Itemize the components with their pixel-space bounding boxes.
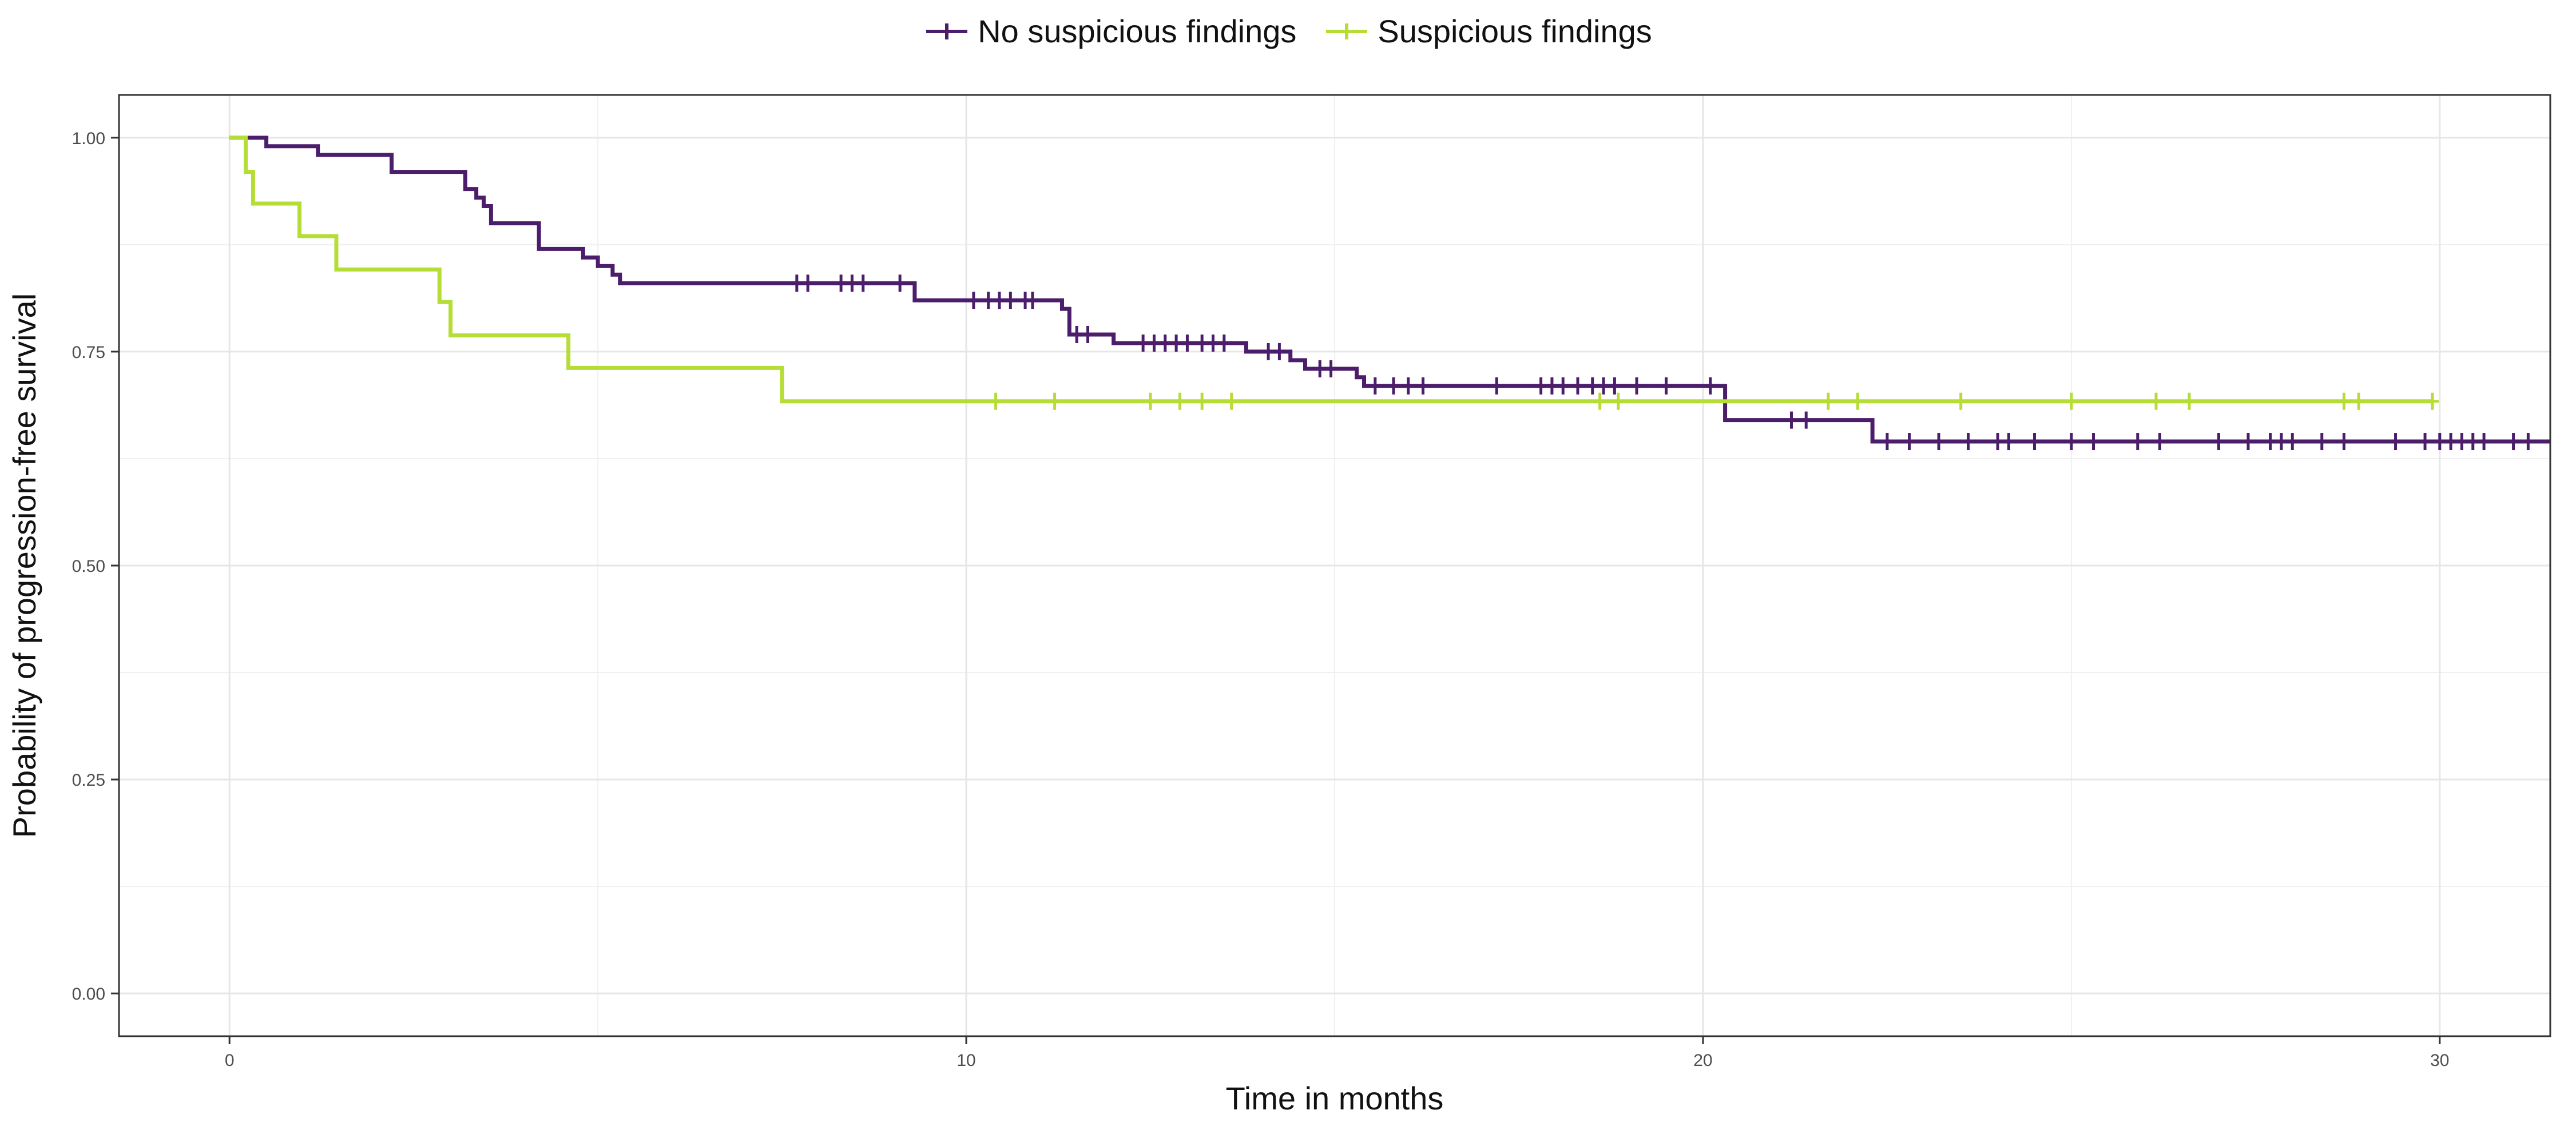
legend: No suspicious findings Suspicious findin… xyxy=(0,13,2576,50)
x-tick-label: 30 xyxy=(2430,1051,2449,1070)
survival-curve-suspicious xyxy=(229,136,2432,404)
series-no-suspicious xyxy=(229,136,2550,451)
legend-item-suspicious[interactable]: Suspicious findings xyxy=(1324,13,1652,50)
x-tick-label: 0 xyxy=(225,1051,235,1070)
x-tick-label: 10 xyxy=(956,1051,975,1070)
y-tick-label: 0.00 xyxy=(72,985,105,1004)
series-layer xyxy=(229,136,2550,451)
y-tick-label: 1.00 xyxy=(72,129,105,148)
gridlines xyxy=(119,95,2550,1036)
legend-item-no-suspicious[interactable]: No suspicious findings xyxy=(924,13,1296,50)
x-axis-title: Time in months xyxy=(1226,1080,1444,1116)
series-suspicious xyxy=(229,136,2439,410)
y-axis-title: Probability of progression-free survival xyxy=(6,293,42,838)
y-tick-label: 0.50 xyxy=(72,557,105,576)
axes: 0 10 20 30 0.00 0.25 0.50 0.75 1.00 xyxy=(72,129,2450,1070)
legend-label-suspicious: Suspicious findings xyxy=(1378,13,1652,49)
legend-key-no-suspicious xyxy=(926,23,968,39)
y-tick-label: 0.25 xyxy=(72,771,105,790)
y-tick-label: 0.75 xyxy=(72,343,105,362)
legend-label-no-suspicious: No suspicious findings xyxy=(978,13,1297,49)
legend-key-suspicious xyxy=(1326,23,1368,39)
x-tick-label: 20 xyxy=(1693,1051,1712,1070)
survival-curve-no-suspicious xyxy=(229,136,2550,444)
